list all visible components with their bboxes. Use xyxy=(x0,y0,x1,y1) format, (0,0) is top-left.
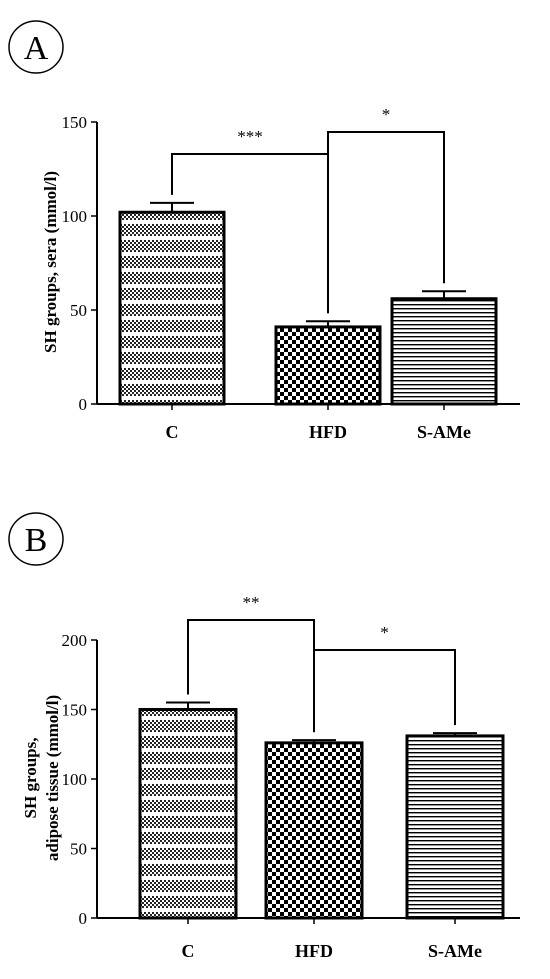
panel-b-y-tick-label: 0 xyxy=(79,909,88,928)
panel-a-bar-hfd xyxy=(274,325,382,406)
panel-b: B SH groups, adipose tissue (mmol/l) 0 50… xyxy=(8,512,520,961)
panel-a: A SH groups, sera (mmol/l) 0 50 100 150 C HFD… xyxy=(8,20,520,442)
panel-a-y-tick-label: 150 xyxy=(62,113,88,132)
panel-b-label: B xyxy=(25,522,48,559)
panel-b-significance-bracket xyxy=(313,649,456,733)
panel-a-y-tick-label: 0 xyxy=(79,395,88,414)
panel-b-y-tick-label: 50 xyxy=(70,840,87,859)
panel-a-y-tick-label: 100 xyxy=(62,207,88,226)
panel-a-label: A xyxy=(24,30,49,67)
panel-b-y-tick-label: 200 xyxy=(62,631,88,650)
panel-b-label-circle xyxy=(8,512,64,566)
panel-b-y-axis-label-line-2: adipose tissue (mmol/l) xyxy=(43,695,62,861)
panel-b-y-tick-label: 100 xyxy=(62,770,88,789)
panel-b-bar-hfd xyxy=(264,741,364,920)
panel-a-y-axis-label: SH groups, sera (mmol/l) xyxy=(41,171,60,353)
panel-a-category-label: S-AMe xyxy=(417,422,471,442)
panel-a-y-tick-label: 50 xyxy=(70,301,87,320)
panel-b-y-axis-label-line-1: SH groups, xyxy=(21,738,40,819)
panel-a-label-circle xyxy=(8,20,64,74)
panel-b-y-tick-label: 150 xyxy=(62,701,88,720)
panel-b-significance-label: ** xyxy=(243,593,260,612)
panel-a-significance-label: * xyxy=(382,105,391,124)
panel-b-category-label: S-AMe xyxy=(428,941,482,961)
panel-b-bar-s-ame xyxy=(405,734,505,920)
panel-a-category-label: C xyxy=(166,422,179,442)
panel-a-category-label: HFD xyxy=(309,422,347,442)
panel-b-category-label: HFD xyxy=(295,941,333,961)
panel-a-significance-bracket xyxy=(327,131,445,314)
panel-b-bar-c xyxy=(138,708,238,920)
panel-a-significance-label: *** xyxy=(237,127,263,146)
panel-a-bar-c xyxy=(118,210,226,406)
panel-a-bar-s-ame xyxy=(390,297,498,406)
panel-b-category-label: C xyxy=(182,941,195,961)
panel-b-significance-label: * xyxy=(380,623,389,642)
